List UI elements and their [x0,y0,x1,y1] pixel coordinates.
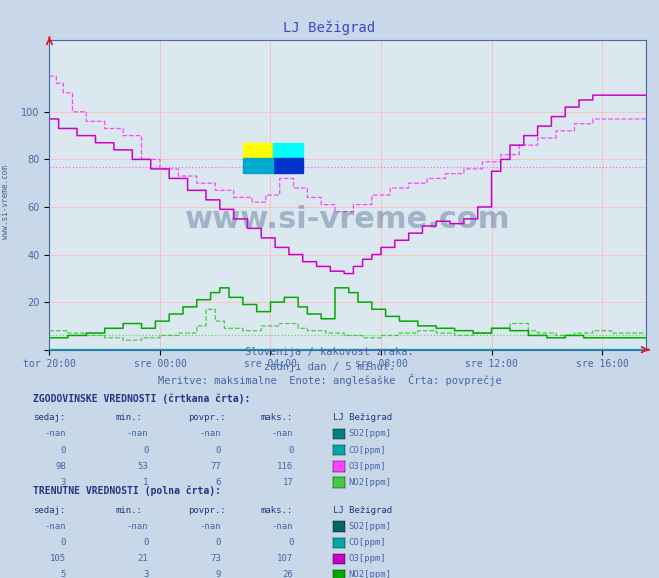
Text: povpr.:: povpr.: [188,413,225,422]
Text: 98: 98 [55,462,66,470]
Text: www.si-vreme.com: www.si-vreme.com [1,165,10,239]
Text: min.:: min.: [115,413,142,422]
Bar [273,143,303,158]
Text: -nan: -nan [199,429,221,438]
Text: TRENUTNE VREDNOSTI (polna črta):: TRENUTNE VREDNOSTI (polna črta): [33,486,221,496]
Text: -nan: -nan [199,522,221,531]
Bar [243,158,273,173]
Text: -nan: -nan [127,429,148,438]
Text: SO2[ppm]: SO2[ppm] [349,522,391,531]
Text: zadnji dan / 5 minut.: zadnji dan / 5 minut. [264,362,395,372]
Text: Meritve: maksimalne  Enote: anglešaške  Črta: povprečje: Meritve: maksimalne Enote: anglešaške Čr… [158,375,501,386]
Text: 17: 17 [283,478,293,487]
Text: LJ Bežigrad: LJ Bežigrad [283,20,376,35]
Text: -nan: -nan [127,522,148,531]
Text: 3: 3 [143,570,148,578]
Text: -nan: -nan [44,522,66,531]
Text: CO[ppm]: CO[ppm] [349,446,386,454]
Text: maks.:: maks.: [260,413,293,422]
Text: 9: 9 [215,570,221,578]
Text: 0: 0 [288,538,293,547]
Text: 1: 1 [143,478,148,487]
Text: LJ Bežigrad: LJ Bežigrad [333,413,392,422]
Text: 53: 53 [138,462,148,470]
Text: 5: 5 [61,570,66,578]
Text: 0: 0 [215,446,221,454]
Text: povpr.:: povpr.: [188,506,225,514]
Text: SO2[ppm]: SO2[ppm] [349,429,391,438]
Text: -nan: -nan [44,429,66,438]
Text: NO2[ppm]: NO2[ppm] [349,478,391,487]
Text: O3[ppm]: O3[ppm] [349,462,386,470]
Text: 0: 0 [61,538,66,547]
Text: 0: 0 [143,446,148,454]
Text: maks.:: maks.: [260,506,293,514]
Text: CO[ppm]: CO[ppm] [349,538,386,547]
Text: 116: 116 [277,462,293,470]
Text: 73: 73 [210,554,221,563]
Text: min.:: min.: [115,506,142,514]
Text: www.si-vreme.com: www.si-vreme.com [185,205,510,234]
Text: NO2[ppm]: NO2[ppm] [349,570,391,578]
Text: 0: 0 [143,538,148,547]
Text: 21: 21 [138,554,148,563]
Bar [243,143,273,158]
Text: 0: 0 [61,446,66,454]
Text: -nan: -nan [272,429,293,438]
Text: ZGODOVINSKE VREDNOSTI (črtkana črta):: ZGODOVINSKE VREDNOSTI (črtkana črta): [33,393,250,403]
Text: 77: 77 [210,462,221,470]
Text: sedaj:: sedaj: [33,506,65,514]
Text: 107: 107 [277,554,293,563]
Text: O3[ppm]: O3[ppm] [349,554,386,563]
Text: 0: 0 [215,538,221,547]
Text: LJ Bežigrad: LJ Bežigrad [333,506,392,514]
Text: 0: 0 [288,446,293,454]
Bar [273,158,303,173]
Text: 105: 105 [50,554,66,563]
Text: Slovenija / kakovost zraka.: Slovenija / kakovost zraka. [245,347,414,357]
Text: sedaj:: sedaj: [33,413,65,422]
Text: -nan: -nan [272,522,293,531]
Text: 6: 6 [215,478,221,487]
Text: 3: 3 [61,478,66,487]
Text: 26: 26 [283,570,293,578]
